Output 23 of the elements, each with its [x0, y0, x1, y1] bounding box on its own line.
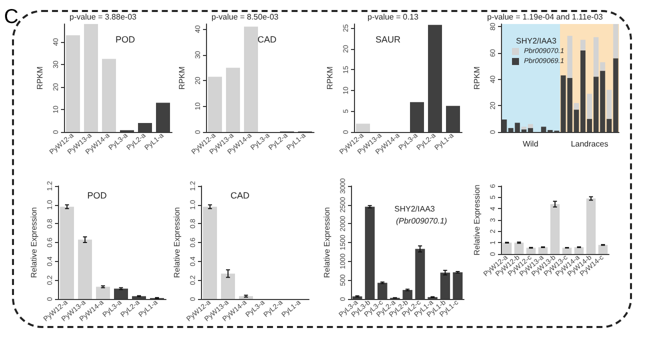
y-axis-title: RPKM — [178, 66, 186, 90]
text: SHY2/IAA3 — [394, 204, 436, 214]
y-axis-title: RPKM — [36, 66, 44, 90]
text: (Pbr009070.1) — [396, 216, 448, 226]
y-axis-title: Relative Expression — [472, 184, 482, 256]
legend-title: SHY2/IAA3 — [516, 36, 558, 46]
text: POD — [87, 190, 108, 200]
text: CAD — [258, 34, 277, 44]
y-axis-title: Relative Expression — [30, 207, 38, 278]
chart-title: p-value = 8.50e-03 — [212, 12, 280, 22]
chart-title: p-value = 1.19e-04 and 1.11e-03 — [487, 12, 604, 22]
chart-title: p-value = 0.13 — [368, 12, 420, 22]
text: CAD — [230, 190, 250, 200]
chart-title: p-value = 3.88e-03 — [70, 12, 138, 22]
y-axis-title: Relative Expression — [172, 207, 182, 278]
text: SAUR — [376, 34, 402, 44]
y-axis-title: Relative Expression — [322, 207, 332, 278]
text: POD — [116, 34, 136, 44]
y-axis-title: RPKM — [326, 66, 334, 90]
text: Landraces — [570, 140, 608, 148]
text: C — [4, 6, 18, 29]
text: Wild — [522, 140, 538, 148]
y-axis-title: RPKM — [472, 66, 482, 90]
